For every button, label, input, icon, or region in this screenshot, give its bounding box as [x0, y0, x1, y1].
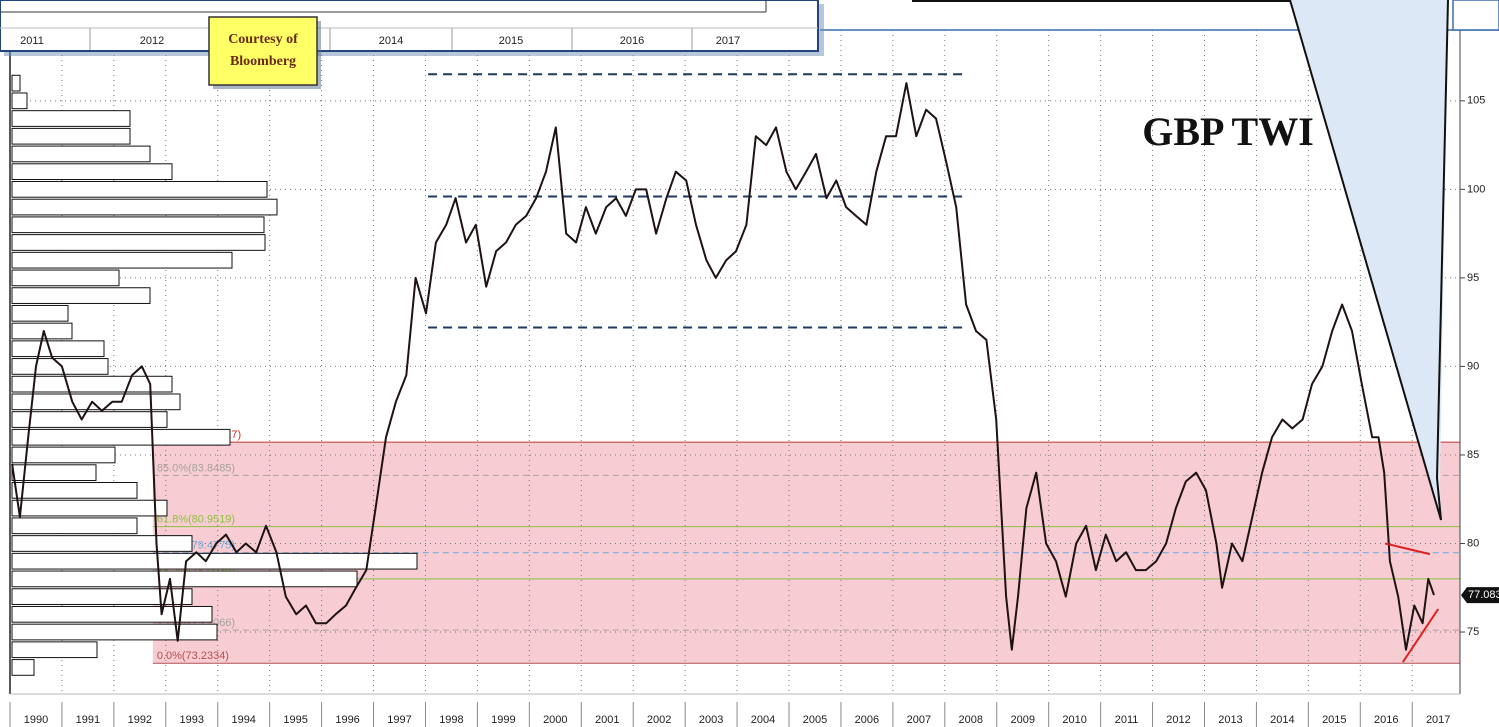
profile-bar [11, 446, 116, 464]
x-tick-label: 1997 [387, 714, 411, 726]
y-tick-label: 100 [1467, 183, 1485, 195]
x-tick-label: 2014 [1270, 714, 1294, 726]
chart-title: GBP TWI [1142, 109, 1314, 154]
x-tick-label: 2016 [1374, 714, 1398, 726]
x-tick-label: 2009 [1010, 714, 1034, 726]
fib-label: 0.0%(73.2334) [157, 650, 229, 662]
callout [1290, 0, 1448, 520]
profile-bar [11, 216, 265, 234]
profile-bar [11, 482, 138, 499]
x-tick-label: 2008 [959, 714, 983, 726]
profile-bar [11, 641, 98, 659]
profile-bar [11, 552, 418, 570]
trend-line [1384, 542, 1431, 556]
inset-label: 2015 [499, 35, 523, 47]
y-tick-label: 85 [1467, 449, 1479, 461]
profile-bar [11, 198, 278, 216]
x-tick-label: 1993 [180, 714, 204, 726]
profile-bar [11, 428, 231, 446]
x-tick-label: 2013 [1218, 714, 1242, 726]
fib-label: 61.8%(80.9519) [157, 514, 235, 526]
inset-box [0, 0, 819, 52]
profile-bar [11, 659, 35, 676]
last-value-tag [1461, 587, 1499, 604]
profile-bar [11, 517, 138, 535]
profile-bar [11, 251, 233, 269]
inset-label: 2016 [620, 35, 644, 47]
x-tick-label: 1990 [24, 714, 48, 726]
profile-bar [11, 623, 218, 641]
x-tick-label: 2012 [1166, 714, 1190, 726]
profile-bar [11, 287, 151, 304]
x-tick-label: 2005 [803, 714, 827, 726]
x-tick-label: 1998 [439, 714, 463, 726]
y-tick-label: 80 [1467, 537, 1479, 549]
series-line [11, 82, 1435, 651]
x-tick-label: 1996 [335, 714, 359, 726]
x-tick-label: 2004 [751, 714, 775, 726]
profile-bar [11, 358, 109, 375]
profile-bar [11, 110, 131, 127]
x-tick-label: 2007 [907, 714, 931, 726]
box-edge [1452, 0, 1499, 31]
credit-box [208, 16, 318, 86]
plot-area: 100.0%(85.7217)85.0%(83.8485)61.8%(80.95… [9, 30, 1461, 694]
y-tick-label: 105 [1467, 95, 1485, 107]
y-tick-label: 95 [1467, 272, 1479, 284]
profile-bar [11, 145, 151, 163]
credit-text: Bloomberg [230, 54, 296, 69]
x-tick-label: 2003 [699, 714, 723, 726]
profile-bar [11, 127, 131, 145]
x-tick-label: 2001 [595, 714, 619, 726]
profile-bar [11, 588, 193, 605]
x-tick-label: 2017 [1426, 714, 1450, 726]
x-tick-label: 2000 [543, 714, 567, 726]
profile-bar [11, 535, 193, 552]
y-tick-label: 90 [1467, 360, 1479, 372]
profile-bar [11, 375, 173, 393]
x-tick-label: 2006 [855, 714, 879, 726]
profile-bar [11, 92, 28, 110]
inset-label: 2012 [140, 35, 164, 47]
x-tick-label: 1994 [231, 714, 255, 726]
inset-labels: 2011 2012 2014 2015 2016 2017 [20, 28, 740, 50]
credit-text: Courtesy of [228, 32, 298, 47]
profile-bar [11, 269, 120, 287]
y-tick-label: 75 [1467, 626, 1479, 638]
profile-bar [11, 163, 173, 181]
profile-bar [11, 411, 168, 428]
profile-bar [11, 181, 268, 198]
profile-bar [11, 499, 168, 517]
profile-bar [11, 304, 69, 322]
profile-bar [11, 340, 105, 358]
inset-label: 2014 [379, 35, 403, 47]
x-tick-label: 2010 [1062, 714, 1086, 726]
inset-label: 2011 [20, 35, 44, 47]
profile-bar [11, 464, 97, 482]
inset-label: 2017 [716, 35, 740, 47]
x-tick-label: 1995 [283, 714, 307, 726]
x-tick-label: 1992 [128, 714, 152, 726]
x-tick-label: 1999 [491, 714, 515, 726]
x-tick-label: 2015 [1322, 714, 1346, 726]
x-tick-label: 2011 [1115, 714, 1139, 726]
trend-line [1402, 608, 1440, 663]
profile-bar [11, 234, 266, 251]
last-value-label: 77.083 [1468, 589, 1499, 601]
x-tick-label: 1991 [76, 714, 100, 726]
callout-outline [1289, 0, 1449, 521]
fib-label: 85.0%(83.8485) [157, 462, 235, 474]
x-tick-label: 2002 [647, 714, 671, 726]
profile-bar [11, 74, 21, 92]
profile-bar [11, 393, 181, 411]
